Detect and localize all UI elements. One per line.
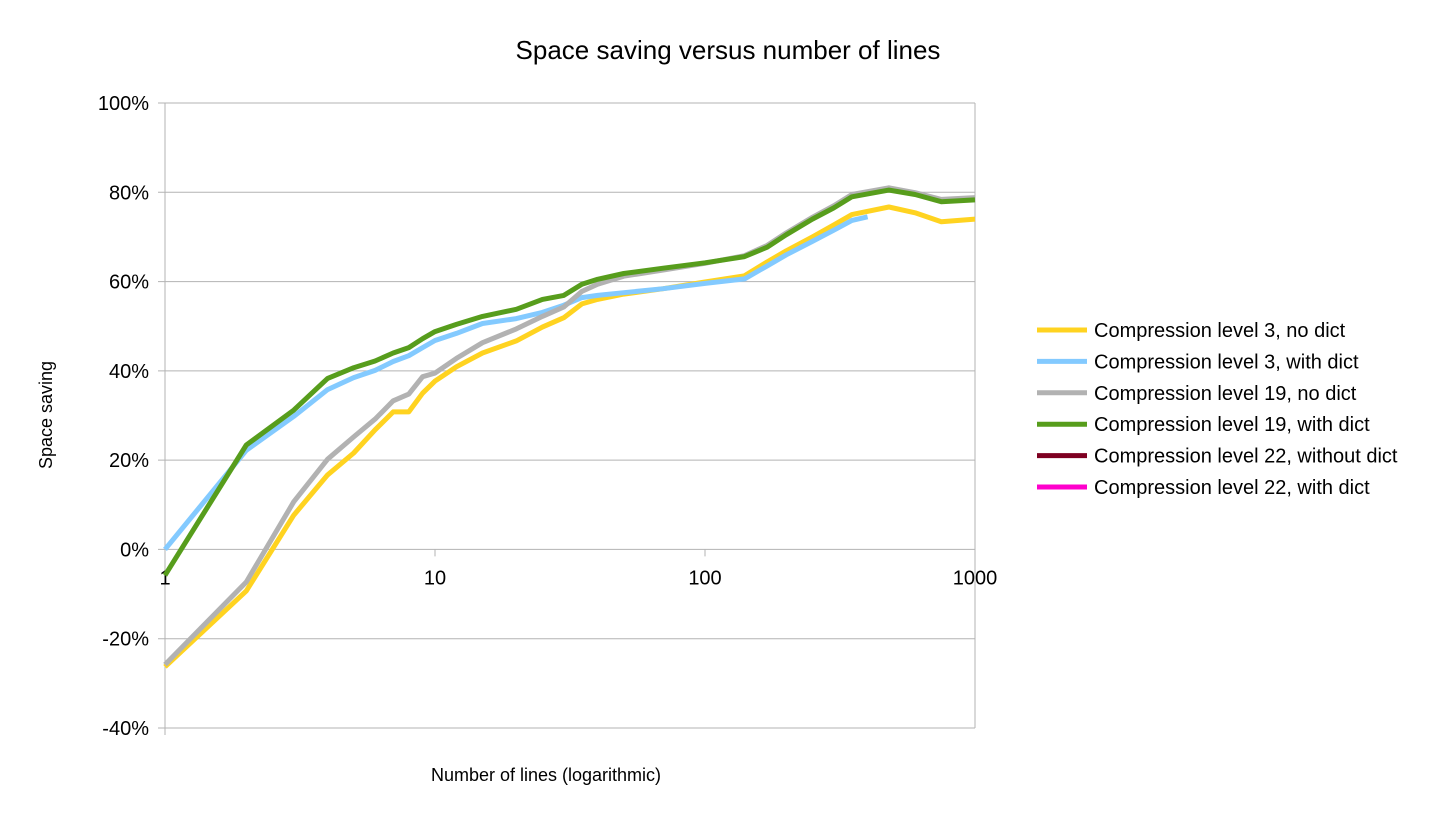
- series-line-2: [163, 185, 976, 667]
- legend-item: Compression level 22, without dict: [1037, 446, 1398, 468]
- y-tick-label: -40%: [102, 718, 149, 740]
- legend-item: Compression level 19, no dict: [1037, 383, 1357, 405]
- gridlines: [158, 102, 975, 729]
- series-line-3: [162, 187, 976, 577]
- axes: [164, 103, 976, 735]
- y-tick-label: 60%: [109, 272, 149, 294]
- chart-title: Space saving versus number of lines: [516, 35, 941, 65]
- series-line-0: [163, 204, 976, 669]
- legend-label: Compression level 3, no dict: [1094, 320, 1346, 342]
- legend-label: Compression level 22, with dict: [1094, 477, 1370, 499]
- legend: Compression level 3, no dict Compression …: [1037, 320, 1398, 499]
- legend-label: Compression level 19, no dict: [1094, 383, 1357, 405]
- y-tick-label: 0%: [120, 539, 149, 561]
- x-axis-ticks: 1 10 100 1000: [159, 549, 997, 589]
- legend-item: Compression level 22, with dict: [1037, 477, 1370, 499]
- series-line-1: [163, 214, 869, 551]
- y-axis-label: Space saving: [36, 361, 56, 469]
- legend-label: Compression level 3, with dict: [1094, 351, 1359, 373]
- legend-item: Compression level 3, with dict: [1037, 351, 1359, 373]
- x-axis-label: Number of lines (logarithmic): [431, 765, 661, 785]
- legend-label: Compression level 19, with dict: [1094, 414, 1370, 436]
- x-tick-label: 1000: [953, 567, 998, 589]
- y-tick-label: 100%: [98, 93, 149, 115]
- x-tick-label: 10: [424, 567, 446, 589]
- y-tick-label: 80%: [109, 182, 149, 204]
- legend-label: Compression level 22, without dict: [1094, 446, 1398, 468]
- x-tick-label: 1: [159, 567, 170, 589]
- series-lines: [162, 185, 976, 669]
- y-tick-label: 20%: [109, 450, 149, 472]
- y-tick-label: -20%: [102, 629, 149, 651]
- legend-item: Compression level 3, no dict: [1037, 320, 1346, 342]
- y-tick-label: 40%: [109, 361, 149, 383]
- y-axis-ticks: -40% -20% 0% 20% 40% 60% 80% 100%: [98, 93, 149, 740]
- x-tick-label: 100: [688, 567, 721, 589]
- legend-item: Compression level 19, with dict: [1037, 414, 1370, 436]
